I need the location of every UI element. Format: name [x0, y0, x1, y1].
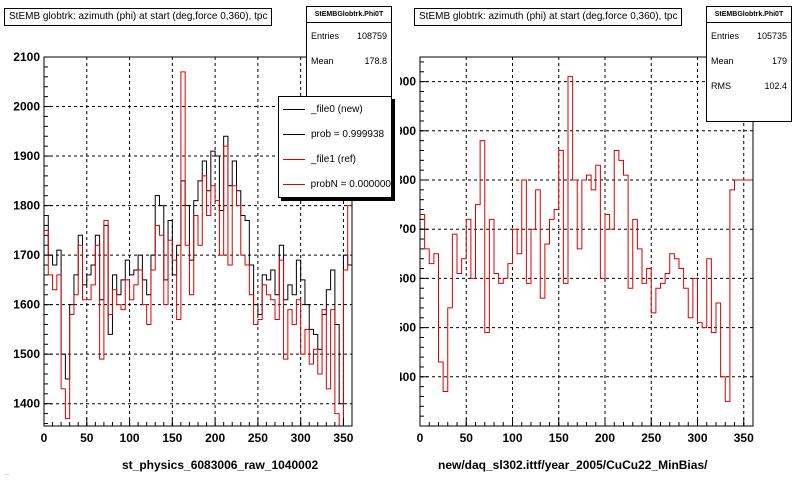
right-panel: 0 50 100 150 200 250 300 350 1400 1500 1600 1700 180…	[400, 0, 800, 480]
legend-entry-prob: prob = 0.999938	[279, 122, 391, 147]
y-tick-label: 1800	[400, 173, 416, 187]
entries-label: Entries	[311, 30, 340, 41]
x-tick-label: 200	[595, 431, 615, 445]
y-tick-label: 1900	[13, 149, 40, 163]
right-chart-title: StEMB globtrk: azimuth (phi) at start (d…	[414, 8, 683, 26]
y-tick-label: 2000	[13, 100, 40, 114]
y-tick-label: 2000	[400, 75, 416, 89]
x-tick-label: 350	[734, 431, 754, 445]
left-stats-name: StEMBGlobtrk.Phi0T	[307, 7, 391, 23]
series-line	[44, 135, 352, 405]
legend-label: _file1 (ref)	[311, 154, 357, 165]
y-tick-label: 2100	[13, 50, 40, 64]
legend-label: probN = 0.000000	[310, 179, 391, 190]
entries-value: 105735	[756, 30, 787, 41]
legend-line-red	[283, 184, 305, 185]
legend-label: prob = 0.999938	[311, 129, 385, 140]
mean-value: 178.8	[364, 55, 387, 66]
y-tick-label: 1900	[400, 124, 416, 138]
y-tick-label: 1600	[13, 298, 40, 312]
x-tick-label: 250	[641, 431, 661, 445]
left-chart-title: StEMB globtrk: azimuth (phi) at start (d…	[4, 8, 273, 26]
legend-line-black	[283, 109, 305, 110]
legend: _file0 (new) prob = 0.999938 _file1 (ref…	[278, 96, 392, 198]
legend-entry-probn: probN = 0.000000	[279, 172, 391, 197]
right-stats-name: StEMBGlobtrk.Phi0T	[707, 7, 791, 23]
entries-label: Entries	[711, 30, 740, 41]
y-tick-label: 1400	[13, 397, 40, 411]
plot-area	[420, 57, 753, 426]
right-stats-box: StEMBGlobtrk.Phi0T Entries 105735 Mean 1…	[706, 6, 792, 122]
x-tick-label: 100	[502, 431, 522, 445]
right-stats-rms: RMS 102.4	[707, 73, 791, 98]
legend-line-black	[283, 134, 305, 135]
right-stats-entries: Entries 105735	[707, 23, 791, 48]
legend-entry-ref: _file1 (ref)	[279, 147, 391, 172]
x-tick-label: 0	[417, 431, 424, 445]
y-tick-label: 1600	[400, 271, 416, 285]
x-tick-label: 150	[549, 431, 569, 445]
y-tick-label: 1700	[400, 222, 416, 236]
mean-value: 179	[771, 55, 787, 66]
right-stats-mean: Mean 179	[707, 48, 791, 73]
rms-value: 102.4	[764, 80, 787, 91]
y-tick-label: 1700	[13, 248, 40, 262]
left-panel: 0 50 100 150 200 250 300 350 1400 1500 1600 1700 180…	[4, 6, 392, 472]
left-stats-mean: Mean 178.8	[307, 48, 391, 73]
series-line	[420, 76, 753, 402]
x-tick-label: 200	[205, 431, 225, 445]
mean-label: Mean	[711, 55, 734, 66]
x-tick-label: 150	[162, 431, 182, 445]
x-tick-label: 50	[460, 431, 474, 445]
mean-label: Mean	[311, 55, 334, 66]
y-tick-label: 1500	[13, 347, 40, 361]
rms-label: RMS	[711, 80, 731, 91]
right-x-axis-label: new/daq_sl302.ittf/year_2005/CuCu22_MinB…	[438, 458, 708, 472]
footer-text: ...	[4, 470, 10, 477]
x-tick-label: 0	[41, 431, 48, 445]
legend-label: _file0 (new)	[311, 104, 363, 115]
y-tick-label: 1400	[400, 370, 416, 384]
x-tick-label: 100	[120, 431, 140, 445]
series-line	[44, 71, 352, 427]
left-stats-entries: Entries 108759	[307, 23, 391, 48]
right-plot: 0 50 100 150 200 250 300 350 1400 1500 1600 1700 180…	[400, 56, 754, 445]
legend-entry-new: _file0 (new)	[279, 97, 391, 122]
legend-line-red	[283, 159, 305, 160]
y-tick-label: 1800	[13, 199, 40, 213]
x-tick-label: 300	[687, 431, 707, 445]
x-tick-label: 350	[333, 431, 353, 445]
x-tick-label: 50	[80, 431, 94, 445]
x-tick-label: 300	[291, 431, 311, 445]
y-tick-label: 1500	[400, 321, 416, 335]
left-stats-box: StEMBGlobtrk.Phi0T Entries 108759 Mean 1…	[306, 6, 392, 98]
x-tick-label: 250	[248, 431, 268, 445]
left-x-axis-label: st_physics_6083006_raw_1040002	[122, 458, 319, 472]
entries-value: 108759	[356, 30, 387, 41]
